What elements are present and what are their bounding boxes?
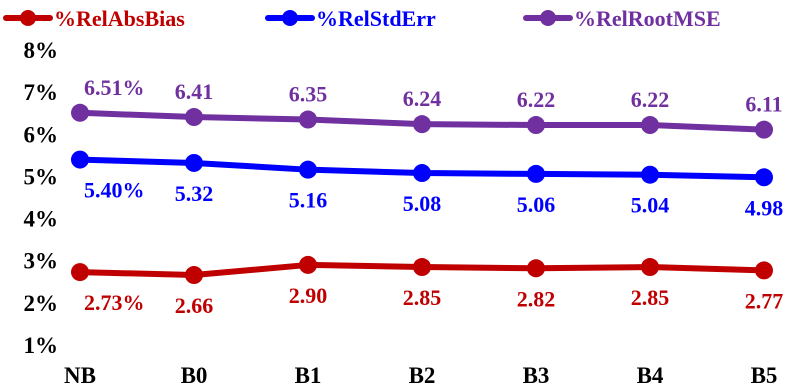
data-label: 5.06 (517, 192, 556, 217)
data-label: 5.16 (289, 188, 328, 213)
data-label: 6.24 (403, 86, 442, 111)
data-label: 5.40% (84, 178, 145, 203)
data-point (413, 164, 431, 183)
data-label: 5.04 (631, 193, 670, 218)
x-tick-label: B4 (637, 363, 664, 388)
data-point (185, 266, 203, 285)
data-labels: 2.73% 2.66 2.90 2.85 2.82 2.85 2.77 5.40% 5.32 5.… (84, 75, 783, 318)
legend-label: %RelAbsBias (54, 6, 185, 31)
data-point (413, 258, 431, 277)
data-label: 2.85 (631, 285, 670, 310)
legend-item: %RelStdErr (265, 6, 436, 31)
data-label: 2.66 (175, 293, 214, 318)
data-point (185, 108, 203, 127)
legend-swatch-marker (540, 10, 556, 26)
data-point (185, 153, 203, 172)
data-point (755, 261, 773, 280)
x-tick-label: NB (64, 363, 96, 388)
data-point (641, 258, 659, 277)
y-tick-label: 1% (24, 333, 59, 358)
data-point (299, 255, 317, 274)
data-label: 4.98 (745, 195, 784, 220)
data-point (755, 168, 773, 187)
data-label: 6.22 (517, 87, 556, 112)
data-point (299, 160, 317, 179)
data-label: 5.08 (403, 191, 442, 216)
y-tick-label: 4% (24, 207, 59, 232)
data-label: 6.51% (84, 75, 145, 100)
data-label: 6.41 (175, 79, 214, 104)
data-label: 5.32 (175, 181, 214, 206)
y-tick-label: 6% (24, 122, 59, 147)
legend-label: %RelStdErr (316, 6, 436, 31)
data-label: 2.73% (84, 290, 145, 315)
y-tick-label: 8% (24, 38, 59, 63)
legend-label: %RelRootMSE (574, 6, 721, 31)
data-label: 6.35 (289, 82, 328, 107)
legend-swatch-marker (20, 10, 36, 26)
data-point (755, 120, 773, 139)
data-label: 2.90 (289, 283, 328, 308)
legend: %RelAbsBias %RelStdErr %RelRootMSE (3, 6, 721, 31)
data-point (299, 110, 317, 129)
data-point (527, 116, 545, 135)
axes: 1% 2% 3% 4% 5% 6% 7% 8% NB B0 B1 B2 B3 B4 B5 (24, 38, 778, 388)
x-tick-label: B3 (523, 363, 550, 388)
legend-swatch-marker (282, 10, 298, 26)
data-point (527, 259, 545, 278)
data-point (71, 150, 89, 169)
data-label: 2.85 (403, 285, 442, 310)
data-label: 6.11 (745, 92, 782, 117)
x-tick-label: B2 (409, 363, 436, 388)
legend-item: %RelRootMSE (523, 6, 721, 31)
y-tick-label: 2% (24, 291, 59, 316)
data-point (641, 116, 659, 135)
data-label: 2.77 (745, 288, 784, 313)
x-tick-label: B1 (295, 363, 322, 388)
y-tick-label: 7% (24, 80, 59, 105)
legend-item: %RelAbsBias (3, 6, 185, 31)
data-point (71, 263, 89, 282)
data-point (641, 165, 659, 184)
data-point (527, 164, 545, 183)
series-points (71, 103, 773, 285)
x-tick-label: B5 (751, 363, 778, 388)
y-tick-label: 5% (24, 164, 59, 189)
data-point (413, 115, 431, 134)
x-tick-label: B0 (181, 363, 208, 388)
data-label: 6.22 (631, 87, 670, 112)
data-point (71, 103, 89, 122)
data-label: 2.82 (517, 286, 556, 311)
y-tick-label: 3% (24, 249, 59, 274)
